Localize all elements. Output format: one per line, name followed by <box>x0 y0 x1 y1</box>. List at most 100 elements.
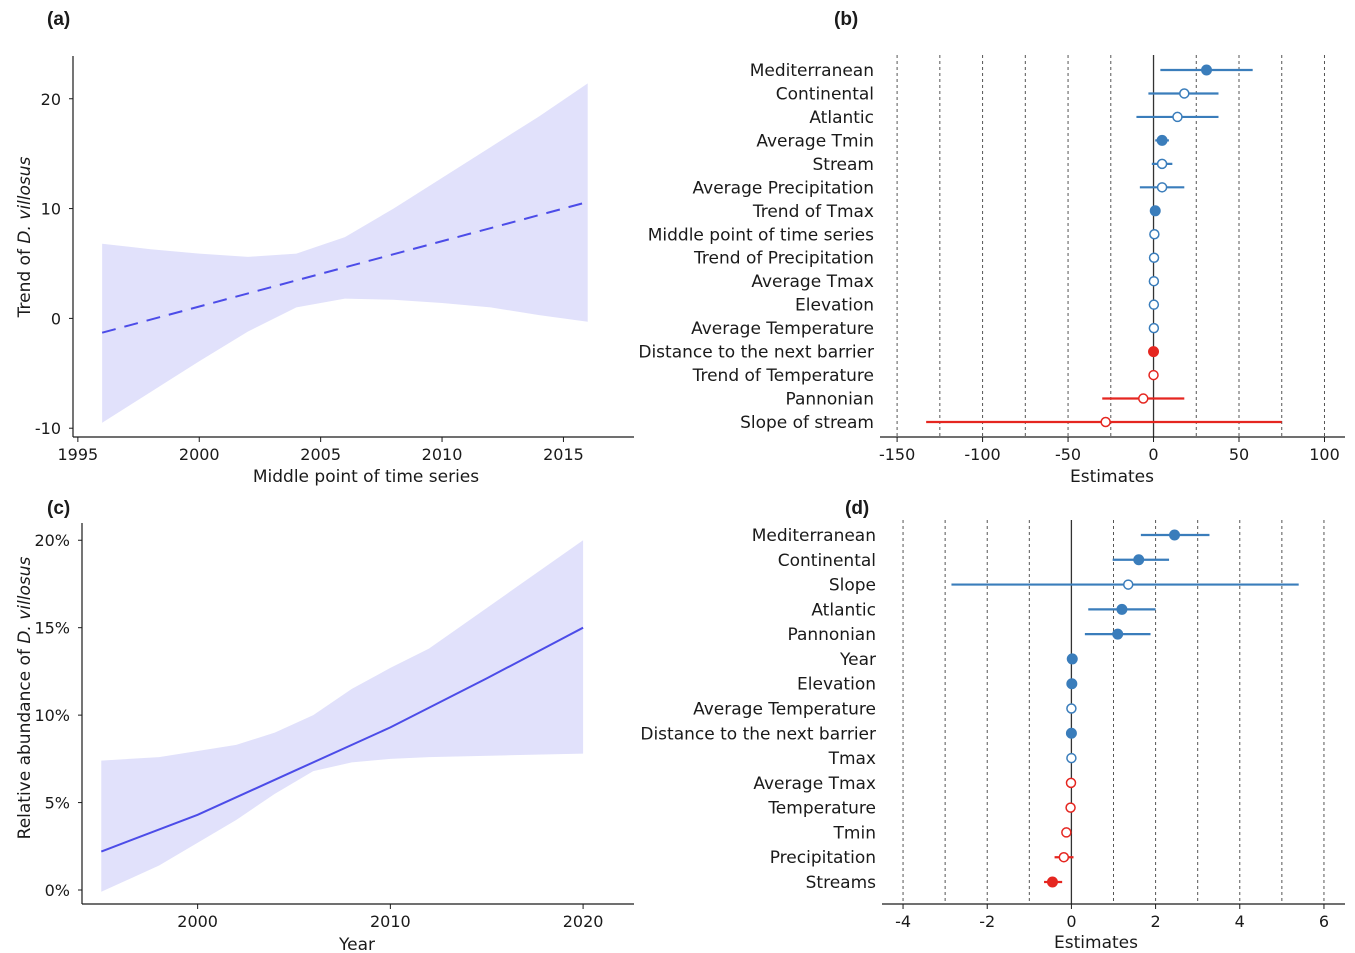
x-tick-label: 2005 <box>300 445 341 464</box>
estimate-point <box>1061 827 1072 838</box>
estimate-point <box>1133 554 1145 566</box>
y-tick-label: 0% <box>45 881 70 900</box>
y-tick-label: 5% <box>45 794 70 813</box>
term-label: Temperature <box>767 799 876 819</box>
estimate-point <box>1065 727 1077 739</box>
panel-label-a: (a) <box>47 9 71 30</box>
estimate-point <box>1148 252 1160 263</box>
term-label: Mediterranean <box>750 61 874 81</box>
estimate-point <box>1112 628 1124 640</box>
term-label: Distance to the next barrier <box>638 343 874 363</box>
estimate-point <box>1169 529 1181 541</box>
term-label: Atlantic <box>811 600 876 620</box>
estimate-point <box>1065 802 1076 813</box>
estimate-point <box>1046 876 1058 888</box>
x-axis-title: Estimates <box>1070 467 1154 487</box>
term-label: Average Tmin <box>756 131 874 151</box>
estimate-point <box>1149 205 1161 217</box>
term-label: Middle point of time series <box>648 225 874 245</box>
term-label: Atlantic <box>809 108 874 128</box>
x-tick-label: 4 <box>1235 912 1245 931</box>
fitted-trend-line-c <box>100 626 584 853</box>
y-tick-label: 15% <box>34 619 70 638</box>
term-label: Pannonian <box>785 390 874 410</box>
y-axis-title-species: D. villosus <box>15 156 35 243</box>
estimate-point <box>1179 88 1190 99</box>
term-label: Tmin <box>833 823 876 843</box>
term-label: Average Precipitation <box>693 178 874 198</box>
estimate-point <box>1156 182 1168 193</box>
estimate-point <box>1066 678 1078 690</box>
estimate-point <box>1138 393 1149 404</box>
term-label: Elevation <box>797 675 876 695</box>
estimate-point <box>1201 64 1213 76</box>
y-tick-label: 20% <box>34 531 70 550</box>
estimate-point <box>1148 299 1160 310</box>
x-tick-label: 1995 <box>57 445 98 464</box>
term-label: Pannonian <box>787 625 876 645</box>
x-axis-title: Estimates <box>1054 933 1138 953</box>
y-axis-title-text: Trend of <box>15 244 35 319</box>
estimate-point <box>1172 111 1183 123</box>
x-tick-label: 0 <box>1148 445 1158 464</box>
estimate-point <box>1066 653 1078 665</box>
term-label: Streams <box>806 873 877 893</box>
y-axis-title-species: D. villosus <box>15 557 35 644</box>
term-label: Slope <box>829 576 876 596</box>
x-tick-label: 2000 <box>179 445 220 464</box>
term-label: Average Tmax <box>753 774 876 794</box>
term-label: Trend of Tmax <box>752 202 874 222</box>
x-tick-label: 0 <box>1066 912 1076 931</box>
x-tick-label: -100 <box>964 445 1000 464</box>
estimate-point <box>1148 346 1160 358</box>
term-label: Trend of Precipitation <box>693 249 874 269</box>
y-tick-label: 10 <box>41 200 61 219</box>
estimate-point <box>1148 275 1160 287</box>
estimate-point <box>1116 603 1128 615</box>
term-label: Average Tmax <box>751 272 874 292</box>
term-label: Slope of stream <box>740 413 874 433</box>
x-tick-label: 2010 <box>422 445 463 464</box>
x-tick-label: 2000 <box>177 912 218 931</box>
panel-label-d: (d) <box>845 498 870 519</box>
y-axis-title: Relative abundance of D. villosus <box>15 557 35 840</box>
estimate-point <box>1156 134 1168 146</box>
y-tick-label: 10% <box>34 706 70 725</box>
x-tick-label: 2010 <box>370 912 411 931</box>
y-axis-title-text: Relative abundance of <box>15 644 35 840</box>
estimate-point <box>1148 322 1160 334</box>
term-label: Trend of Temperature <box>692 366 874 386</box>
term-label: Continental <box>776 84 874 104</box>
panel-label-c: (c) <box>47 498 71 519</box>
estimate-point <box>1058 851 1070 863</box>
term-label: Average Temperature <box>693 700 876 720</box>
fitted-trend-line-a <box>101 201 588 334</box>
term-label: Stream <box>812 155 874 175</box>
term-label: Year <box>839 650 876 670</box>
x-tick-label: -50 <box>1055 445 1081 464</box>
x-tick-label: 6 <box>1319 912 1329 931</box>
y-tick-label: 0 <box>51 309 61 328</box>
x-tick-label: 2020 <box>563 912 604 931</box>
x-tick-label: -150 <box>879 445 915 464</box>
term-label: Precipitation <box>770 848 876 868</box>
estimate-point <box>1149 229 1160 240</box>
estimate-point <box>1100 416 1111 428</box>
term-label: Tmax <box>828 749 876 769</box>
panel-label-b: (b) <box>834 9 859 30</box>
term-label: Average Temperature <box>691 319 874 339</box>
estimate-point <box>1065 777 1077 789</box>
confidence-ribbon-c <box>101 540 584 892</box>
x-tick-label: 2015 <box>543 445 584 464</box>
x-axis-title: Middle point of time series <box>253 467 479 487</box>
estimate-point <box>1122 579 1134 590</box>
term-label: Distance to the next barrier <box>640 724 876 744</box>
x-axis-title: Year <box>338 935 375 953</box>
term-label: Continental <box>778 551 876 571</box>
x-tick-label: -2 <box>979 912 995 931</box>
estimate-point <box>1156 158 1168 170</box>
x-tick-label: 2 <box>1150 912 1160 931</box>
y-tick-label: -10 <box>35 419 61 438</box>
estimate-point <box>1066 752 1077 764</box>
